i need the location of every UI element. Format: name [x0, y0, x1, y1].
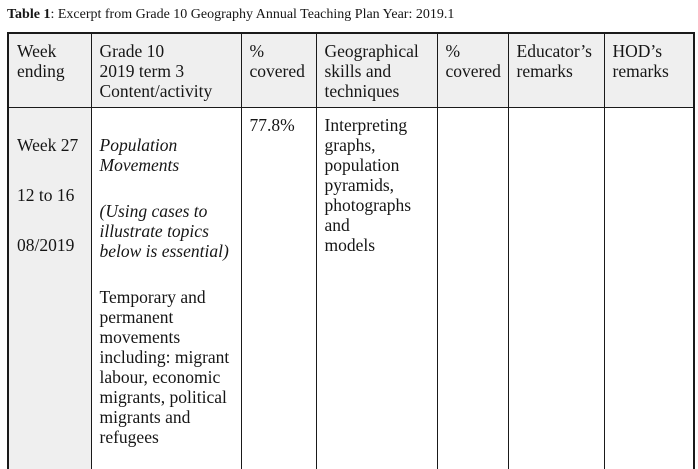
cell-hods-remarks: [603, 107, 695, 469]
cell-educators-remarks: [507, 107, 605, 469]
table-caption: Table 1: Excerpt from Grade 10 Geography…: [7, 6, 454, 23]
header-percent-covered-skills: % covered: [436, 32, 509, 108]
table-header-row: Week ending Grade 10 2019 term 3 Content…: [7, 32, 695, 108]
header-content-activity: Grade 10 2019 term 3 Content/activity: [90, 32, 242, 108]
table-caption-text: : Excerpt from Grade 10 Geography Annual…: [50, 7, 455, 22]
week-dates: 12 to 16: [17, 185, 75, 205]
cell-percent-covered-content: 77.8%: [240, 107, 317, 469]
table-caption-label: Table 1: [7, 7, 51, 22]
header-hods-remarks: HOD’s remarks: [603, 32, 695, 108]
header-educators-remarks: Educator’s remarks: [507, 32, 605, 108]
topic-title: Population Movements: [99, 135, 180, 175]
table-body-row: Week 27 12 to 16 08/2019 Population Move…: [7, 107, 695, 469]
header-geographical-skills: Geographical skills and techniques: [315, 32, 438, 108]
header-percent-covered-content: % covered: [240, 32, 317, 108]
teaching-plan-table: Week ending Grade 10 2019 term 3 Content…: [7, 32, 695, 469]
header-week-ending: Week ending: [7, 32, 92, 108]
cell-content-activity: Population Movements (Using cases to ill…: [90, 107, 242, 469]
cell-geographical-skills: Interpreting graphs, population pyramids…: [315, 107, 438, 469]
week-number: Week 27: [17, 135, 79, 155]
week-month-year: 08/2019: [17, 235, 75, 255]
topic-detail-movements: Temporary and permanent movements includ…: [99, 287, 230, 447]
cell-percent-covered-skills: [436, 107, 509, 469]
topic-note: (Using cases to illustrate topics below …: [99, 201, 229, 261]
cell-week-ending: Week 27 12 to 16 08/2019: [7, 107, 92, 469]
